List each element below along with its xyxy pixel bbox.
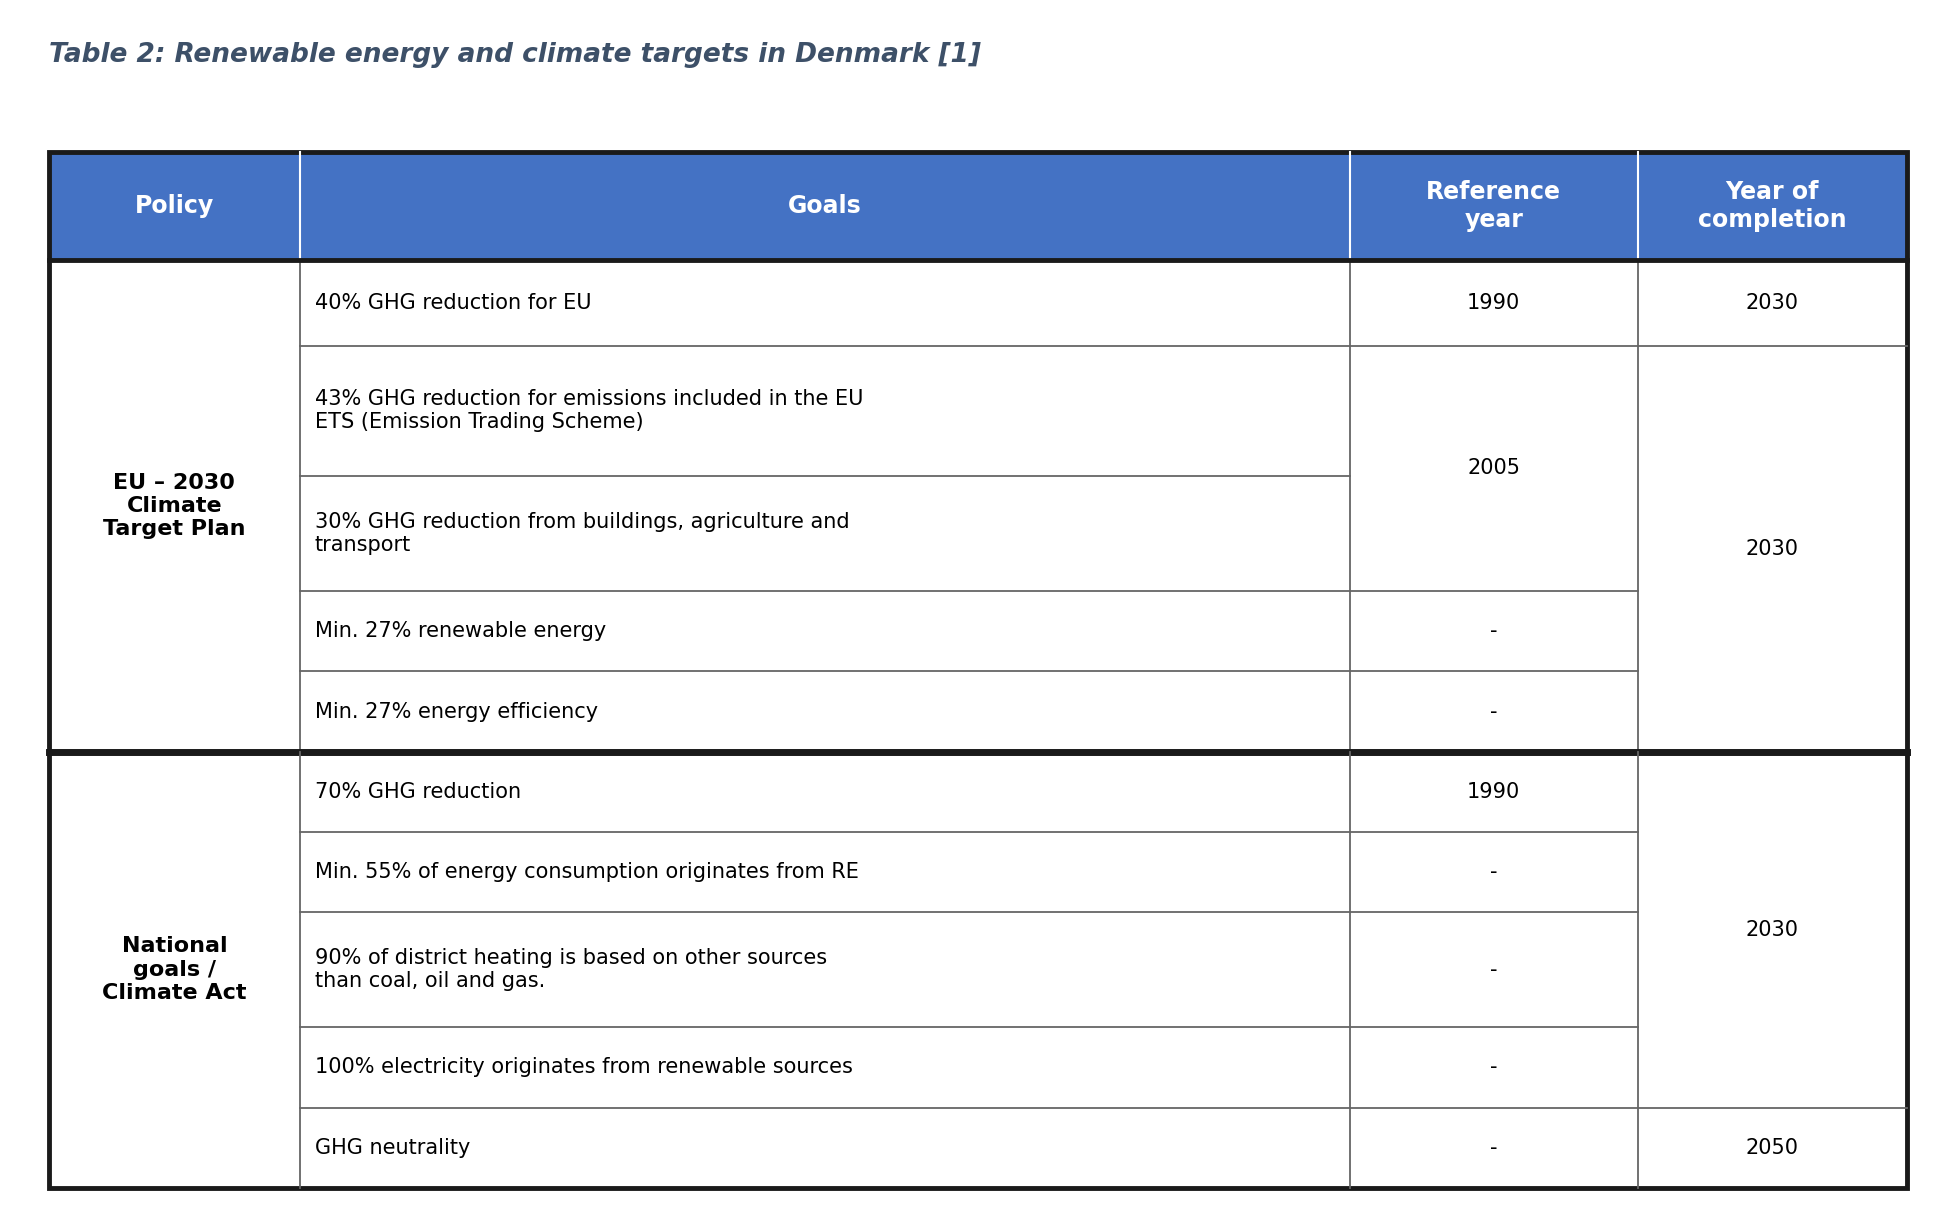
Text: Year of
completion: Year of completion xyxy=(1697,181,1846,231)
Bar xyxy=(1636,152,1906,261)
Text: 30% GHG reduction from buildings, agriculture and
transport: 30% GHG reduction from buildings, agricu… xyxy=(315,511,848,555)
Text: Goals: Goals xyxy=(788,194,860,218)
Text: 100% electricity originates from renewable sources: 100% electricity originates from renewab… xyxy=(315,1057,852,1077)
Text: 2030: 2030 xyxy=(1746,538,1799,559)
Text: -: - xyxy=(1490,1138,1498,1157)
Text: -: - xyxy=(1490,960,1498,979)
Text: Table 2: Renewable energy and climate targets in Denmark [1]: Table 2: Renewable energy and climate ta… xyxy=(49,42,979,68)
Text: Min. 27% renewable energy: Min. 27% renewable energy xyxy=(315,622,606,641)
Text: National
goals /
Climate Act: National goals / Climate Act xyxy=(102,937,246,1002)
Text: 40% GHG reduction for EU: 40% GHG reduction for EU xyxy=(315,293,590,313)
Bar xyxy=(1349,152,1636,261)
Text: Policy: Policy xyxy=(135,194,213,218)
Text: 2005: 2005 xyxy=(1466,458,1519,479)
Text: -: - xyxy=(1490,702,1498,721)
Bar xyxy=(299,152,1349,261)
Text: Min. 27% energy efficiency: Min. 27% energy efficiency xyxy=(315,702,598,721)
Text: 2030: 2030 xyxy=(1746,293,1799,313)
Text: 90% of district heating is based on other sources
than coal, oil and gas.: 90% of district heating is based on othe… xyxy=(315,948,827,991)
Text: 1990: 1990 xyxy=(1466,782,1519,801)
Text: Reference
year: Reference year xyxy=(1425,181,1560,231)
Text: 2030: 2030 xyxy=(1746,920,1799,939)
Text: 1990: 1990 xyxy=(1466,293,1519,313)
Text: 43% GHG reduction for emissions included in the EU
ETS (Emission Trading Scheme): 43% GHG reduction for emissions included… xyxy=(315,389,862,433)
Bar xyxy=(49,751,1906,1188)
Text: EU – 2030
Climate
Target Plan: EU – 2030 Climate Target Plan xyxy=(104,473,246,539)
Text: 70% GHG reduction: 70% GHG reduction xyxy=(315,782,520,801)
Bar xyxy=(49,152,1906,1188)
Bar xyxy=(49,261,1906,751)
Text: -: - xyxy=(1490,1057,1498,1077)
Text: -: - xyxy=(1490,862,1498,882)
Text: Min. 55% of energy consumption originates from RE: Min. 55% of energy consumption originate… xyxy=(315,862,858,882)
Text: GHG neutrality: GHG neutrality xyxy=(315,1138,469,1157)
Text: -: - xyxy=(1490,622,1498,641)
Text: 2050: 2050 xyxy=(1746,1138,1799,1157)
Bar xyxy=(49,152,299,261)
